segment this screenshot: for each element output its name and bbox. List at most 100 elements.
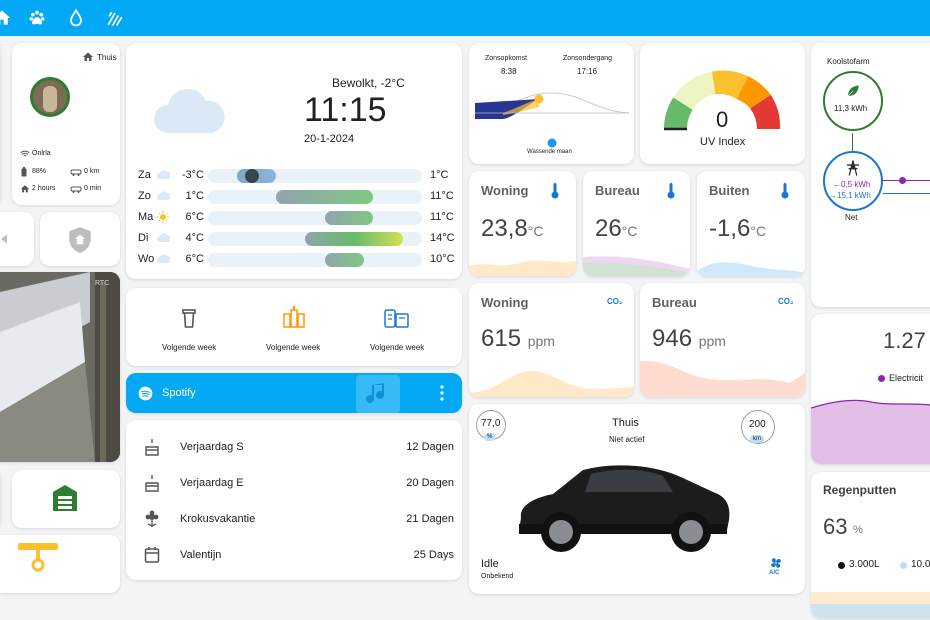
- car-time-icon: [70, 186, 82, 193]
- garage-tile[interactable]: [12, 470, 120, 528]
- home-icon[interactable]: [0, 8, 12, 28]
- event-days: 20 Dagen: [406, 477, 454, 489]
- event-days: 21 Dagen: [406, 513, 454, 525]
- car-state-sub: Onbekend: [481, 573, 514, 580]
- forecast-range-bar: [305, 232, 403, 246]
- trash-bin-icon: [182, 309, 196, 328]
- forecast-row: Wo 6°C 10°C: [138, 251, 455, 269]
- flow-line: [852, 133, 853, 151]
- temp-value: 26°C: [595, 215, 638, 242]
- co2-card-woning[interactable]: Woning CO₂ 615 ppm: [469, 283, 634, 397]
- fan-icon[interactable]: [769, 556, 783, 570]
- event-row[interactable]: Valentijn 25 Days: [144, 546, 454, 566]
- camera-image: [0, 272, 120, 462]
- event-row[interactable]: Verjaardag E 20 Dagen: [144, 474, 454, 494]
- spotify-label: Spotify: [162, 387, 196, 399]
- clock-date: 20-1-2024: [304, 133, 355, 145]
- forecast-low: -3°C: [181, 169, 204, 181]
- events-card[interactable]: Verjaardag S 12 Dagen Verjaardag E 20 Da…: [126, 420, 462, 580]
- car-range: 200: [749, 419, 766, 430]
- grid-node[interactable]: [823, 151, 883, 211]
- forecast-day: Zo: [138, 190, 151, 202]
- current-temp-dot: [245, 169, 260, 183]
- recycle-bottles-icon: [283, 306, 305, 328]
- forecast-low: 6°C: [185, 211, 204, 223]
- uv-gauge: [664, 70, 781, 131]
- co2-badge: CO₂: [778, 297, 794, 306]
- temp-value: -1,6°C: [709, 215, 767, 242]
- event-label: Verjaardag S: [180, 441, 244, 453]
- weather-card[interactable]: Bewolkt, -2°C 11:15 20-1-2024 Za -3°C 1°C Z…: [126, 43, 462, 279]
- cloud-icon: [154, 88, 225, 133]
- top-bar: [0, 0, 930, 36]
- forecast-row: Di 4°C 14°C: [138, 230, 455, 248]
- transmission-tower-icon: [847, 160, 859, 176]
- cloud-icon: [157, 191, 170, 200]
- temp-card-woning[interactable]: Woning 23,8°C: [469, 171, 576, 276]
- rain-tank-card[interactable]: Regenputten 63 % 3.000L 10.0: [811, 472, 930, 618]
- event-row[interactable]: Verjaardag S 12 Dagen: [144, 438, 454, 458]
- bin-label-3: Volgende week: [370, 343, 425, 352]
- temp-card-buiten[interactable]: Buiten -1,6°C: [697, 171, 805, 276]
- clock-time: 11:15: [304, 91, 387, 129]
- low-carbon-node[interactable]: [823, 71, 883, 131]
- alarm-tile[interactable]: [40, 212, 120, 266]
- wifi-label: Onlrla: [32, 150, 51, 157]
- sunrise-time: 8:38: [501, 67, 517, 76]
- ceiling-light-tile[interactable]: [0, 535, 120, 593]
- sun-icon: [157, 211, 169, 223]
- calendar-icon: [144, 547, 160, 563]
- leaf-icon: [847, 84, 860, 97]
- forecast-high: 11°C: [430, 211, 454, 223]
- price-value: 1.27: [883, 328, 926, 353]
- forecast-high: 10°C: [430, 253, 455, 265]
- water-drop-icon[interactable]: [66, 8, 86, 28]
- forecast-high: 1°C: [430, 169, 449, 181]
- person-card[interactable]: Thuis Onlrla 88% 0 km 2 hours 0 min: [12, 43, 120, 205]
- sunrise-label: Zonsopkomst: [485, 55, 528, 62]
- flow-dot: [899, 177, 906, 184]
- car-battery-unit: %: [484, 433, 496, 441]
- uv-card[interactable]: 0 UV Index: [640, 43, 805, 164]
- avatar[interactable]: [30, 77, 70, 117]
- spotify-card[interactable]: Spotify: [126, 373, 462, 413]
- grid-label: Net: [845, 213, 858, 222]
- grid-import: ←0,5 kWh: [833, 180, 871, 189]
- shield-home-icon: [69, 227, 91, 253]
- forecast-range-bar: [324, 211, 374, 225]
- flow-line-export: [883, 193, 930, 194]
- forecast-high: 14°C: [430, 232, 455, 244]
- rain-legend-2: 10.0: [911, 559, 930, 570]
- weather-rainy-icon[interactable]: [105, 8, 125, 28]
- temp-card-bureau[interactable]: Bureau 26°C: [583, 171, 690, 276]
- co2-value: 946 ppm: [652, 325, 726, 352]
- forecast-high: 11°C: [430, 190, 454, 202]
- location-label: Thuis: [97, 53, 117, 62]
- left-edge-tile[interactable]: [0, 212, 34, 266]
- camera-feed[interactable]: RTC: [0, 272, 120, 462]
- waste-collection-card[interactable]: Volgende week Volgende week Volgende wee…: [126, 288, 462, 366]
- more-vert-icon[interactable]: [436, 385, 448, 401]
- co2-title: Woning: [481, 295, 529, 310]
- car-card[interactable]: 77,0 % 200 km Thuis Niet actief Idle Onb…: [469, 404, 805, 594]
- thermometer-icon: [551, 183, 559, 199]
- car-image: [519, 465, 730, 552]
- event-row[interactable]: Krokusvakantie 21 Dagen: [144, 510, 454, 530]
- temp-graph: [583, 256, 690, 276]
- range-ring: [741, 410, 775, 444]
- sun-card[interactable]: Zonsopkomst 8:38 Zonsondergang 17:16 Was…: [469, 43, 634, 164]
- electricity-price-card[interactable]: 1.27 Electricit: [811, 314, 930, 464]
- forecast-range-track: [208, 190, 422, 204]
- event-label: Valentijn: [180, 549, 222, 561]
- forecast-low: 6°C: [185, 253, 204, 265]
- temp-title: Woning: [481, 183, 529, 198]
- camera-watermark: RTC: [95, 280, 110, 287]
- co2-card-bureau[interactable]: Bureau CO₂ 946 ppm: [640, 283, 805, 397]
- energy-flow-card[interactable]: Koolstofarm 11,3 kWh ←0,5 kWh →15,1 kWh …: [811, 43, 930, 307]
- battery-label: 88%: [32, 168, 47, 175]
- rain-legend-dot-2: [900, 562, 907, 569]
- forecast-range-track: [208, 169, 422, 183]
- event-days: 12 Dagen: [406, 441, 454, 453]
- paw-icon[interactable]: [27, 8, 47, 28]
- sun-path-graph: [475, 92, 629, 119]
